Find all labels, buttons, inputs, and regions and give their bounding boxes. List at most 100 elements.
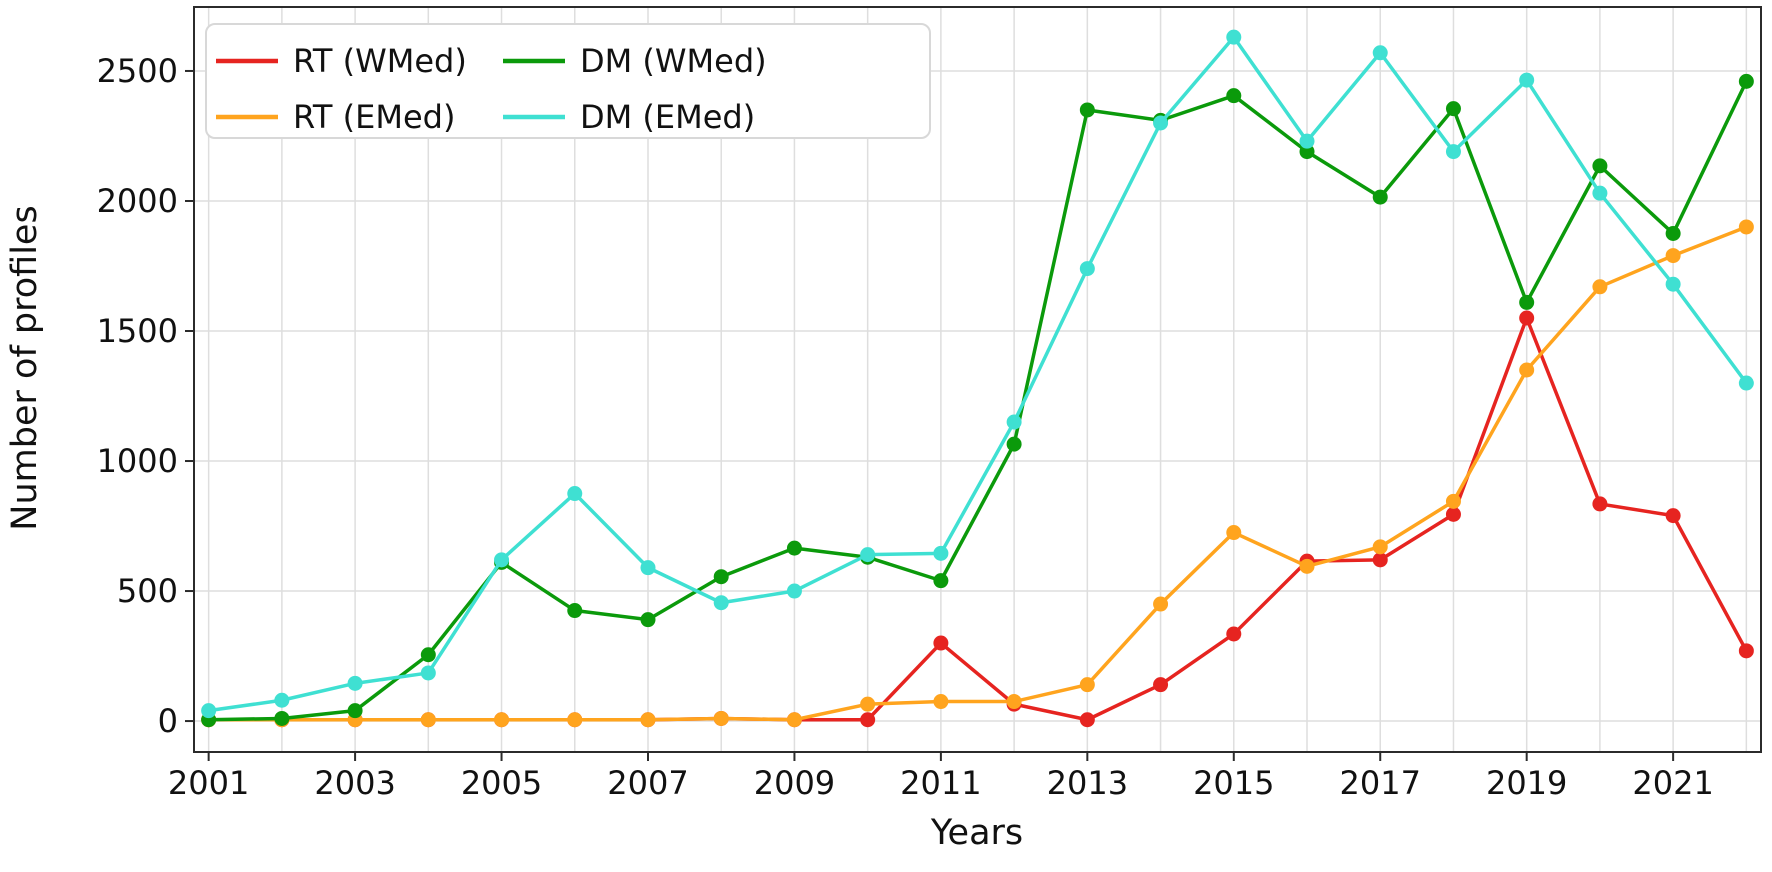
data-point [1079, 677, 1095, 693]
x-tick-label: 2013 [1047, 764, 1128, 802]
y-tick-label: 1000 [97, 442, 178, 480]
data-point [1665, 508, 1681, 524]
y-tick-label: 2000 [97, 182, 178, 220]
y-tick-label: 0 [158, 702, 178, 740]
data-point [786, 540, 802, 556]
legend-layer: RT (WMed) RT (EMed) DM (WMed) DM (EMed) [205, 23, 931, 139]
series-layer [201, 29, 1754, 728]
legend-label: RT (EMed) [293, 98, 455, 136]
data-point [274, 710, 290, 726]
series-line-rt-emed- [208, 225, 1747, 722]
data-point [1299, 144, 1315, 160]
data-point [1226, 88, 1242, 104]
data-point [1372, 552, 1388, 568]
data-point [1079, 712, 1095, 728]
data-point [274, 692, 290, 708]
data-point [1445, 101, 1461, 117]
data-point [1665, 248, 1681, 264]
data-point [494, 712, 510, 728]
data-point [1519, 294, 1535, 310]
data-point [640, 560, 656, 576]
data-point [1519, 72, 1535, 88]
data-point [1299, 133, 1315, 149]
data-point [1738, 643, 1754, 659]
data-point [1592, 158, 1608, 174]
data-point [786, 712, 802, 728]
data-point [860, 547, 876, 563]
data-point [1006, 414, 1022, 430]
y-tick-label: 500 [117, 572, 178, 610]
legend-label: DM (WMed) [580, 42, 767, 80]
data-point [567, 486, 583, 502]
x-tick-label: 2003 [314, 764, 395, 802]
data-point [1445, 144, 1461, 160]
data-point [713, 569, 729, 585]
y-axis-label: Number of profiles [5, 205, 45, 530]
legend-label: RT (WMed) [293, 42, 467, 80]
data-point [1079, 261, 1095, 277]
x-tick-label: 2009 [754, 764, 835, 802]
data-point [420, 665, 436, 681]
data-point [201, 703, 217, 719]
data-point [1592, 496, 1608, 512]
data-point [713, 595, 729, 611]
data-point [713, 710, 729, 726]
data-point [1665, 276, 1681, 292]
data-point [860, 696, 876, 712]
data-point [1519, 310, 1535, 326]
x-tick-label: 2001 [168, 764, 249, 802]
data-point [1445, 506, 1461, 522]
data-point [347, 703, 363, 719]
data-point [1006, 694, 1022, 710]
data-point [420, 712, 436, 728]
data-point [347, 675, 363, 691]
x-tick-label: 2005 [461, 764, 542, 802]
x-tick-label: 2021 [1632, 764, 1713, 802]
data-point [1665, 225, 1681, 241]
series-line-dm-emed- [208, 35, 1748, 713]
data-point [933, 545, 949, 561]
y-tick-label: 2500 [97, 52, 178, 90]
axes-layer: 2001 2003 2005 2007 2009 2011 2013 2015 2017 2019… [97, 6, 1762, 802]
data-point [1738, 73, 1754, 89]
data-point [1153, 677, 1169, 693]
data-point [494, 552, 510, 568]
y-tick-label: 1500 [97, 312, 178, 350]
data-point [1372, 539, 1388, 555]
data-point [1592, 279, 1608, 295]
data-point [1079, 102, 1095, 118]
legend-box [205, 23, 931, 139]
x-tick-label: 2019 [1486, 764, 1567, 802]
data-point [1006, 436, 1022, 452]
data-point [1738, 219, 1754, 235]
data-point [1445, 493, 1461, 509]
data-point [1226, 525, 1242, 541]
series-line-rt-wmed- [208, 316, 1748, 722]
x-tick-label: 2017 [1340, 764, 1421, 802]
data-point [567, 712, 583, 728]
data-point [567, 603, 583, 619]
plot-box [193, 6, 1762, 753]
data-point [1592, 185, 1608, 201]
data-point [1372, 45, 1388, 61]
x-tick-label: 2011 [900, 764, 981, 802]
data-point [1153, 596, 1169, 612]
data-point [933, 694, 949, 710]
data-point [860, 712, 876, 728]
data-point [1519, 362, 1535, 378]
data-point [1738, 375, 1754, 391]
data-point [1299, 558, 1315, 574]
x-tick-label: 2007 [607, 764, 688, 802]
data-point [786, 583, 802, 599]
data-point [1153, 115, 1169, 131]
x-tick-label: 2015 [1193, 764, 1274, 802]
data-point [1372, 189, 1388, 205]
data-point [640, 712, 656, 728]
x-axis-label: Years [930, 813, 1023, 853]
data-point [933, 573, 949, 589]
data-point [640, 612, 656, 628]
data-point [1226, 29, 1242, 45]
data-point [1226, 626, 1242, 642]
